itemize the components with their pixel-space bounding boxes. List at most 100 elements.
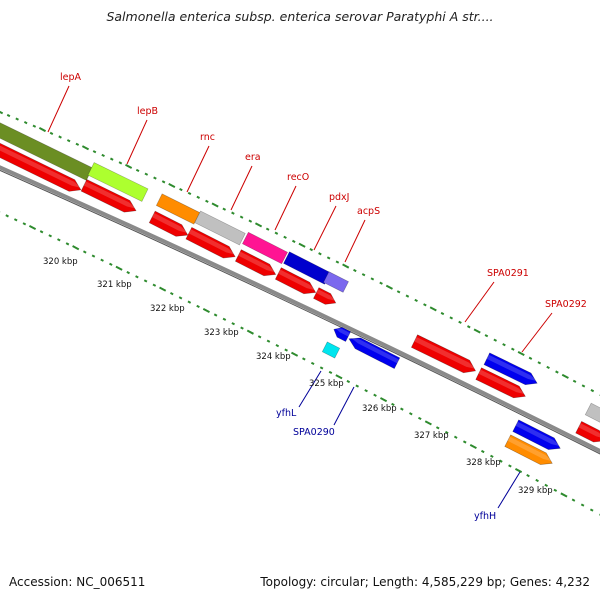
gene-SPA0290 bbox=[348, 336, 401, 370]
inner-tick bbox=[5, 214, 9, 218]
tick-label-321: 321 kbp bbox=[97, 280, 132, 290]
leader-SPA0292 bbox=[521, 312, 553, 353]
gene-SPA0290-shape bbox=[348, 337, 401, 370]
gene-yfhH-highlight bbox=[507, 436, 554, 462]
cds-7 bbox=[313, 287, 337, 305]
gene-label-SPA0291[interactable]: SPA0291 bbox=[487, 268, 529, 279]
inner-tick bbox=[526, 474, 530, 478]
inner-tick bbox=[202, 307, 210, 313]
cds-5-shape bbox=[234, 249, 277, 277]
cds-3 bbox=[148, 210, 189, 237]
outer-tick bbox=[335, 260, 340, 264]
inner-tick bbox=[508, 464, 512, 468]
outer-tick bbox=[484, 334, 489, 338]
leader-SPA0291 bbox=[464, 281, 495, 323]
inner-tick bbox=[553, 488, 558, 492]
outer-tick bbox=[537, 361, 542, 365]
gene-lepB-shape bbox=[87, 162, 149, 202]
outer-tick bbox=[161, 180, 166, 184]
gene-label-acpS[interactable]: acpS bbox=[357, 206, 380, 217]
outer-tick bbox=[396, 290, 401, 294]
inner-tick bbox=[560, 492, 568, 498]
inner-tick bbox=[126, 271, 130, 275]
tick-label-327: 327 kbp bbox=[414, 431, 449, 441]
inner-tick bbox=[355, 384, 359, 388]
gene-acpS-shape bbox=[323, 271, 349, 293]
inner-tick bbox=[39, 230, 44, 234]
gene-era bbox=[194, 210, 246, 246]
inner-tick bbox=[246, 329, 254, 335]
gene-label-SPA0292[interactable]: SPA0292 bbox=[545, 299, 587, 310]
outer-tick bbox=[15, 117, 19, 121]
gene-SPA0290-cyan bbox=[321, 341, 341, 359]
gene-yfhH-shape bbox=[504, 434, 553, 465]
inner-tick bbox=[499, 459, 503, 463]
inner-tick bbox=[213, 313, 218, 317]
outer-tick bbox=[467, 325, 471, 329]
outer-tick-ring bbox=[0, 109, 600, 397]
outer-tick bbox=[6, 113, 11, 118]
gene-label-recO[interactable]: recO bbox=[287, 172, 309, 183]
gene-label-lepA[interactable]: lepA bbox=[60, 72, 82, 83]
inner-tick bbox=[178, 296, 183, 300]
inner-tick bbox=[544, 483, 548, 487]
inner-tick bbox=[240, 326, 244, 330]
outer-tick bbox=[101, 153, 105, 157]
outer-tick bbox=[561, 373, 569, 379]
cds-edge bbox=[575, 420, 600, 443]
outer-tick bbox=[511, 347, 515, 351]
inner-tick bbox=[28, 225, 37, 231]
inner-tick bbox=[310, 361, 315, 366]
outer-tick bbox=[0, 109, 4, 115]
outer-tick bbox=[473, 328, 481, 334]
gene-era-shape bbox=[194, 210, 246, 246]
outer-tick bbox=[265, 227, 270, 231]
outer-tick bbox=[572, 379, 577, 383]
outer-tick bbox=[298, 242, 306, 248]
gene-label-yfhL[interactable]: yfhL bbox=[276, 408, 297, 419]
gene-blue-reverse-shape bbox=[512, 419, 561, 450]
inner-tick bbox=[22, 222, 27, 226]
outer-tick bbox=[414, 298, 418, 303]
cds-1-shape bbox=[0, 139, 82, 192]
cds-4-shape bbox=[185, 227, 236, 259]
outer-tick bbox=[493, 338, 497, 342]
gene-SPA0290-highlight bbox=[349, 336, 399, 364]
gene-label-rnc[interactable]: rnc bbox=[200, 132, 215, 143]
cds-edge-shape bbox=[575, 420, 600, 443]
gene-label-lepB[interactable]: lepB bbox=[137, 106, 158, 117]
outer-tick bbox=[370, 277, 375, 281]
cds-SPA0291 bbox=[410, 334, 477, 374]
inner-tick bbox=[91, 254, 96, 258]
outer-tick bbox=[168, 182, 176, 189]
cds-7-shape bbox=[313, 287, 337, 305]
inner-tick bbox=[13, 218, 18, 222]
outer-tick bbox=[590, 389, 595, 393]
outer-tick bbox=[318, 252, 322, 256]
cds-8 bbox=[475, 367, 527, 399]
inner-tick bbox=[335, 374, 343, 380]
inner-tick bbox=[115, 265, 123, 271]
gene-label-era[interactable]: era bbox=[245, 152, 261, 163]
outer-tick bbox=[291, 239, 296, 243]
cds-1 bbox=[0, 139, 82, 192]
cds-3-shape bbox=[148, 210, 189, 237]
outer-tick bbox=[517, 350, 525, 357]
inner-tick bbox=[462, 440, 467, 444]
leader-yfhH bbox=[497, 471, 521, 509]
outer-tick bbox=[353, 268, 357, 273]
gene-label-SPA0290[interactable]: SPA0290 bbox=[293, 427, 335, 438]
outer-tick bbox=[309, 248, 314, 252]
gene-label-pdxJ[interactable]: pdxJ bbox=[329, 192, 349, 203]
outer-tick bbox=[581, 384, 586, 388]
gene-label-yfhH[interactable]: yfhH bbox=[474, 511, 496, 522]
inner-tick bbox=[170, 292, 174, 296]
outer-tick bbox=[283, 235, 287, 239]
outer-tick bbox=[405, 294, 410, 298]
outer-tick bbox=[385, 284, 393, 290]
inner-tick bbox=[481, 449, 485, 454]
cds-7-highlight bbox=[316, 289, 337, 302]
leader-SPA0290 bbox=[333, 386, 355, 426]
inner-tick bbox=[284, 348, 288, 352]
